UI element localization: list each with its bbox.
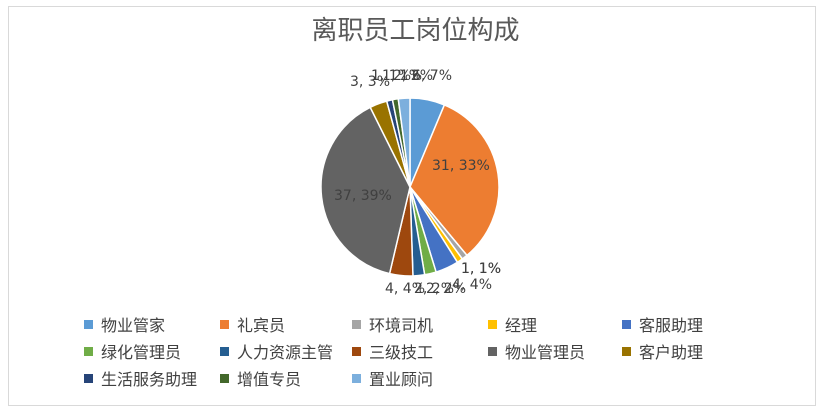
legend-label: 增值专员 (237, 370, 302, 389)
legend-item-8: 三级技工 (352, 339, 433, 363)
legend-label: 人力资源主管 (237, 343, 334, 362)
legend-swatch (622, 319, 631, 329)
legend-item-4: 经理 (488, 312, 537, 336)
legend-label: 环境司机 (369, 316, 434, 335)
data-label-13: 2, 2% (393, 68, 433, 84)
legend-item-9: 物业管理员 (488, 339, 585, 363)
legend-swatch (488, 346, 497, 356)
legend-swatch (352, 346, 361, 356)
data-label-2: 31, 33% (432, 158, 490, 174)
legend-swatch (84, 346, 93, 356)
legend-swatch (84, 319, 93, 329)
data-label-4: 1, 1% (461, 261, 501, 277)
legend-item-12: 增值专员 (220, 366, 301, 390)
data-label-7: 2, 2% (414, 281, 454, 297)
legend-label: 经理 (505, 316, 538, 335)
legend-swatch (84, 373, 93, 383)
legend-label: 三级技工 (369, 343, 434, 362)
data-label-8: 4, 4% (385, 281, 425, 297)
pie-slice-9 (320, 106, 411, 275)
legend-swatch (220, 373, 229, 383)
data-label-11: 1, 1% (371, 68, 411, 84)
data-label-3: 1, 1% (461, 261, 501, 277)
legend-item-5: 客服助理 (622, 312, 703, 336)
legend-item-11: 生活服务助理 (84, 366, 197, 390)
legend-label: 绿化管理员 (101, 343, 182, 362)
legend-item-1: 物业管家 (84, 312, 165, 336)
legend-swatch (622, 346, 631, 356)
legend-label: 礼宾员 (237, 316, 286, 335)
legend-swatch (352, 373, 361, 383)
pie-slice-13 (397, 97, 411, 188)
legend-item-2: 礼宾员 (220, 312, 285, 336)
data-label-10: 3, 3% (350, 74, 390, 90)
pie-slice-2 (409, 103, 500, 257)
data-label-1: 6, 7% (412, 68, 452, 84)
data-label-6: 2, 2% (426, 281, 466, 297)
chart-title: 离职员工岗位构成 (311, 16, 520, 46)
data-label-12: 1, 1% (382, 68, 422, 84)
legend-swatch (220, 346, 229, 356)
legend-label: 物业管家 (101, 316, 166, 335)
legend-swatch (220, 319, 229, 329)
legend-item-13: 置业顾问 (352, 366, 433, 390)
legend-item-7: 人力资源主管 (220, 339, 333, 363)
legend-label: 生活服务助理 (101, 370, 198, 389)
legend-label: 物业管理员 (505, 343, 586, 362)
data-label-5: 4, 4% (452, 277, 492, 293)
legend-swatch (352, 319, 361, 329)
legend-label: 客户助理 (639, 343, 704, 362)
legend-item-6: 绿化管理员 (84, 339, 181, 363)
legend-label: 客服助理 (639, 316, 704, 335)
legend-item-10: 客户助理 (622, 339, 703, 363)
legend-item-3: 环境司机 (352, 312, 433, 336)
legend-label: 置业顾问 (369, 370, 434, 389)
legend-swatch (488, 319, 497, 329)
data-label-9: 37, 39% (334, 188, 392, 204)
